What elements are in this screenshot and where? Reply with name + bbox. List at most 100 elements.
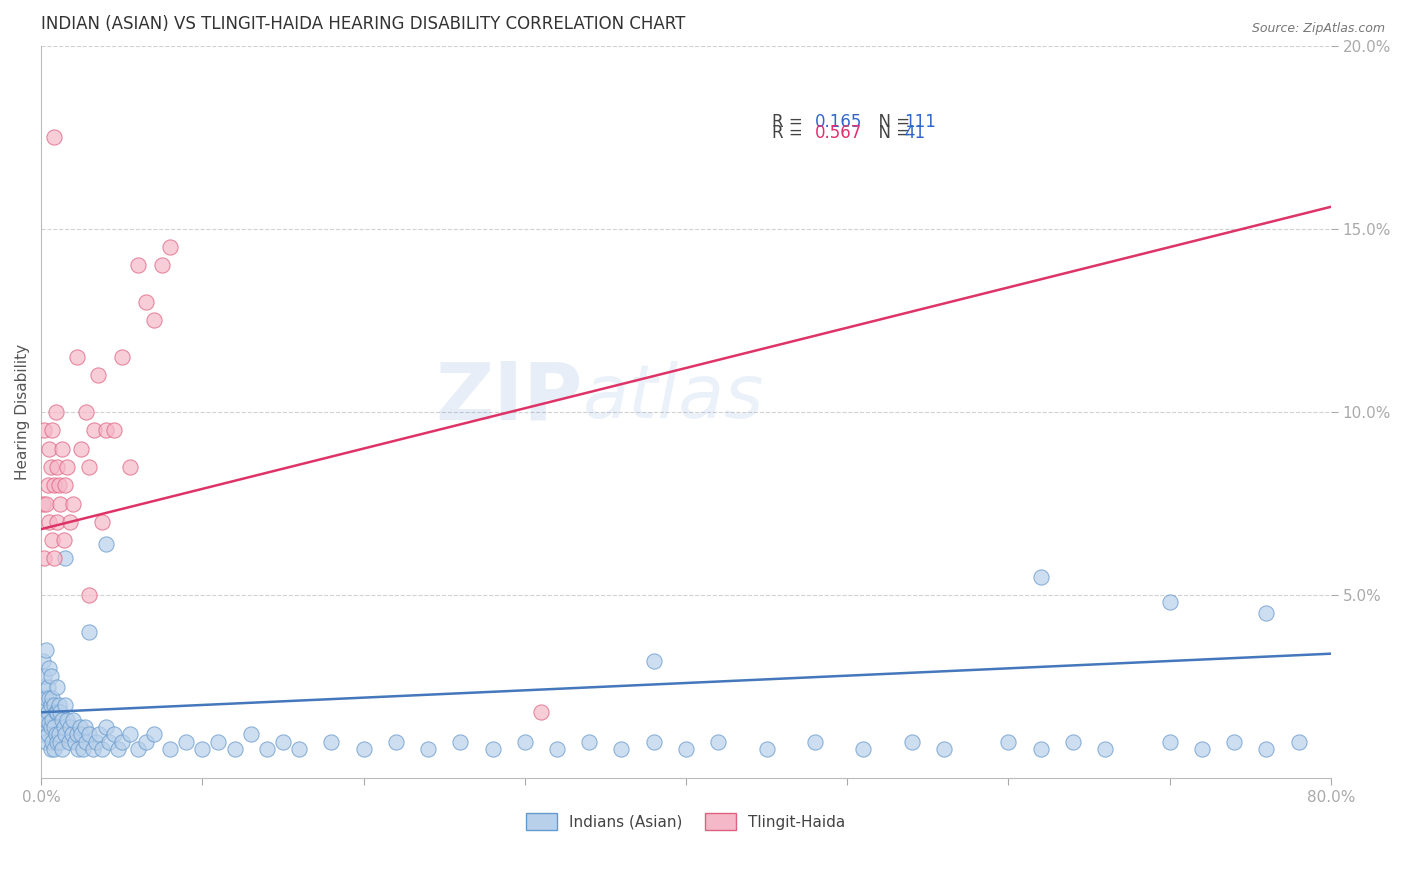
Legend: Indians (Asian), Tlingit-Haida: Indians (Asian), Tlingit-Haida — [520, 806, 852, 837]
Point — [56, 713, 79, 727]
Point — [31, 654, 53, 668]
Point — [1159, 595, 1181, 609]
Point — [118, 459, 141, 474]
Point — [1062, 734, 1084, 748]
Point — [39, 698, 62, 712]
Point — [34, 551, 56, 566]
Point — [852, 742, 875, 756]
Point — [1223, 734, 1246, 748]
Point — [35, 690, 58, 705]
Point — [143, 727, 166, 741]
Point — [42, 742, 65, 756]
Text: 0.165: 0.165 — [814, 113, 862, 131]
Point — [416, 742, 439, 756]
Point — [34, 423, 56, 437]
Point — [224, 742, 246, 756]
Point — [143, 313, 166, 327]
Point — [191, 742, 214, 756]
Point — [804, 734, 827, 748]
Point — [111, 734, 134, 748]
Point — [384, 734, 406, 748]
Point — [69, 720, 91, 734]
Point — [38, 442, 60, 456]
Point — [52, 720, 75, 734]
Point — [53, 478, 76, 492]
Point — [39, 459, 62, 474]
Point — [530, 706, 553, 720]
Point — [159, 240, 181, 254]
Point — [38, 716, 60, 731]
Point — [174, 734, 197, 748]
Point — [643, 654, 665, 668]
Point — [46, 706, 69, 720]
Point — [79, 588, 101, 602]
Point — [39, 668, 62, 682]
Point — [35, 643, 58, 657]
Point — [52, 533, 75, 548]
Point — [83, 423, 105, 437]
Point — [997, 734, 1019, 748]
Point — [321, 734, 343, 748]
Point — [48, 727, 70, 741]
Point — [207, 734, 229, 748]
Point — [610, 742, 633, 756]
Point — [62, 713, 84, 727]
Point — [103, 423, 125, 437]
Point — [35, 496, 58, 510]
Text: ZIP: ZIP — [436, 359, 583, 436]
Point — [39, 742, 62, 756]
Point — [89, 727, 111, 741]
Point — [59, 720, 82, 734]
Point — [91, 742, 114, 756]
Point — [45, 706, 67, 720]
Point — [127, 742, 149, 756]
Point — [70, 727, 93, 741]
Point — [67, 742, 90, 756]
Text: INDIAN (ASIAN) VS TLINGIT-HAIDA HEARING DISABILITY CORRELATION CHART: INDIAN (ASIAN) VS TLINGIT-HAIDA HEARING … — [41, 15, 686, 33]
Point — [107, 742, 129, 756]
Point — [31, 706, 53, 720]
Point — [59, 515, 82, 529]
Point — [42, 551, 65, 566]
Point — [70, 442, 93, 456]
Point — [41, 423, 63, 437]
Point — [111, 350, 134, 364]
Point — [34, 698, 56, 712]
Point — [41, 734, 63, 748]
Point — [150, 259, 173, 273]
Point — [675, 742, 697, 756]
Point — [37, 680, 59, 694]
Point — [65, 350, 87, 364]
Point — [513, 734, 536, 748]
Point — [1256, 607, 1278, 621]
Point — [91, 515, 114, 529]
Point — [707, 734, 730, 748]
Point — [45, 727, 67, 741]
Point — [932, 742, 955, 756]
Point — [288, 742, 311, 756]
Point — [159, 742, 181, 756]
Point — [49, 496, 72, 510]
Point — [546, 742, 568, 756]
Point — [79, 459, 101, 474]
Point — [31, 496, 53, 510]
Point — [755, 742, 778, 756]
Y-axis label: Hearing Disability: Hearing Disability — [15, 344, 30, 480]
Text: N =: N = — [868, 124, 915, 142]
Point — [41, 713, 63, 727]
Point — [45, 405, 67, 419]
Point — [56, 459, 79, 474]
Point — [53, 727, 76, 741]
Point — [53, 551, 76, 566]
Text: 0.567: 0.567 — [814, 124, 862, 142]
Point — [135, 734, 157, 748]
Point — [62, 496, 84, 510]
Point — [82, 742, 104, 756]
Text: N =: N = — [868, 113, 915, 131]
Text: atlas: atlas — [583, 361, 765, 434]
Text: 41: 41 — [904, 124, 925, 142]
Point — [75, 405, 97, 419]
Point — [51, 713, 73, 727]
Point — [1288, 734, 1310, 748]
Point — [73, 720, 96, 734]
